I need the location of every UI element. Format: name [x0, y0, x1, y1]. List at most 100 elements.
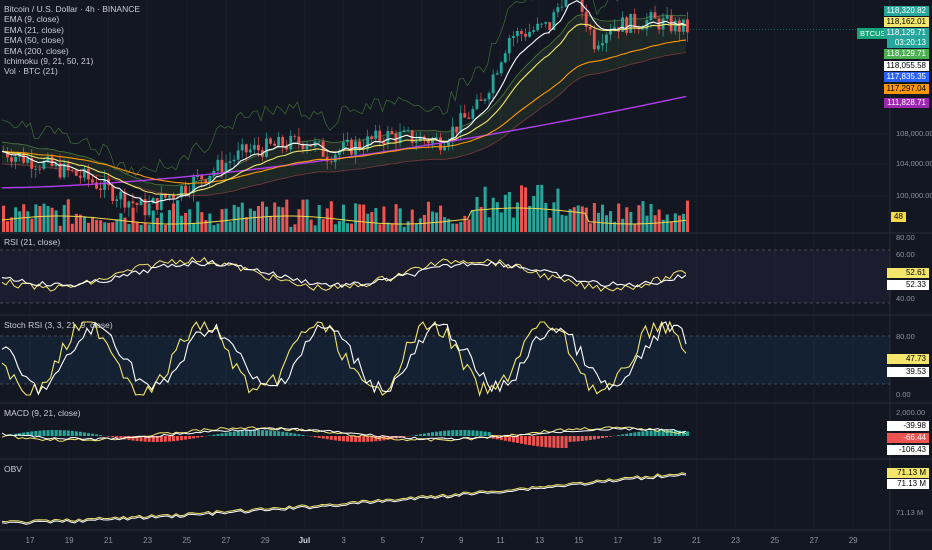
- macd-tick: 2,000.00: [896, 408, 926, 417]
- volume-bar: [54, 210, 58, 232]
- volume-bar: [613, 221, 617, 232]
- candle-body: [609, 30, 612, 35]
- macd-histogram-bar: [653, 430, 657, 436]
- volume-bar: [588, 223, 592, 232]
- volume-bar: [681, 213, 685, 232]
- macd-histogram-bar: [483, 431, 487, 436]
- stoch-d-line: [1, 321, 687, 396]
- macd-histogram-bar: [232, 431, 236, 436]
- volume-bar: [70, 223, 74, 232]
- candle-body: [552, 12, 556, 30]
- candle-body: [511, 36, 515, 38]
- candle-body: [435, 137, 438, 139]
- volume-bar: [123, 217, 127, 232]
- ema9-line: [1, 0, 687, 204]
- volume-bar: [528, 205, 532, 232]
- macd-histogram-bar: [82, 432, 86, 436]
- macd-histogram-bar: [337, 436, 341, 441]
- macd-histogram-bar: [556, 436, 560, 448]
- obv-title[interactable]: OBV: [4, 464, 22, 474]
- volume-bar: [252, 210, 256, 232]
- volume-bar: [192, 222, 196, 232]
- legend-ema21[interactable]: EMA (21, close): [4, 24, 64, 35]
- macd-histogram-bar: [354, 436, 358, 442]
- ema-lines: [1, 0, 687, 204]
- obv-pane[interactable]: [1, 472, 687, 525]
- chart-title[interactable]: Bitcoin / U.S. Dollar · 4h · BINANCE: [4, 4, 141, 14]
- volume-bar: [95, 219, 99, 232]
- macd-histogram-bar: [62, 430, 66, 436]
- volume-bar: [503, 194, 507, 232]
- volume-bar: [244, 217, 248, 232]
- volume-bar: [657, 209, 661, 232]
- macd-histogram-bar: [657, 430, 661, 436]
- volume-bar: [167, 210, 171, 232]
- price-badge: 118,320.82: [883, 6, 929, 16]
- candle-body: [220, 159, 224, 173]
- volume-bar: [524, 187, 528, 232]
- volume-bar: [685, 200, 689, 232]
- candle-body: [370, 136, 374, 139]
- candle-body: [414, 141, 418, 143]
- ema50-line: [1, 39, 687, 185]
- macd-histogram-bar: [661, 430, 665, 436]
- macd-histogram-bar: [520, 436, 524, 444]
- candle-body: [665, 15, 669, 19]
- price-badge: 118,055.58: [883, 61, 929, 71]
- macd-histogram-bar: [341, 436, 345, 442]
- price-candles[interactable]: [1, 0, 890, 222]
- volume-bar: [366, 213, 370, 232]
- rsi-title[interactable]: RSI (21, close): [4, 237, 61, 247]
- volume-bar: [333, 224, 337, 232]
- volume-bar: [354, 203, 358, 232]
- macd-histogram-bar: [244, 430, 248, 436]
- macd-histogram-bar: [402, 436, 406, 438]
- price-tick: 100,000.00: [896, 191, 932, 200]
- macd-pane[interactable]: [1, 426, 689, 448]
- stoch-badge: 39.53: [887, 367, 929, 377]
- candle-body: [366, 136, 370, 150]
- volume-bar: [46, 206, 50, 232]
- macd-histogram-bar: [479, 431, 483, 436]
- candle-body: [341, 142, 345, 151]
- legend-ichimoku[interactable]: Ichimoku (9, 21, 50, 21): [4, 55, 94, 66]
- time-tick: 25: [182, 536, 192, 545]
- legend-ema9[interactable]: EMA (9, close): [4, 14, 60, 25]
- rsi-badge: 52.61: [887, 268, 929, 278]
- macd-title[interactable]: MACD (9, 21, close): [4, 408, 81, 418]
- macd-histogram-bar: [95, 434, 99, 436]
- volume-bar: [91, 216, 95, 232]
- volume-bar: [511, 217, 515, 232]
- time-tick: 27: [221, 536, 231, 545]
- candle-body: [426, 139, 430, 144]
- volume-bar: [50, 207, 54, 232]
- rsi-tick: 60.00: [896, 250, 915, 259]
- volume-bar: [305, 199, 309, 232]
- volume-bar: [362, 204, 366, 232]
- candle-body: [564, 0, 568, 7]
- macd-histogram-bar: [188, 436, 192, 440]
- rsi-tick: 40.00: [896, 294, 915, 303]
- time-tick: 9: [458, 536, 464, 545]
- legend-volume[interactable]: Vol · BTC (21): [4, 66, 58, 77]
- macd-histogram-bar: [236, 431, 240, 436]
- macd-histogram-bar: [669, 430, 673, 436]
- rsi-pane[interactable]: [0, 249, 890, 304]
- stoch-badge: 47.73: [887, 354, 929, 364]
- volume-bar: [74, 213, 78, 232]
- legend-ema50[interactable]: EMA (50, close): [4, 35, 64, 46]
- rsi-badge: 52.33: [887, 280, 929, 290]
- candle-body: [382, 141, 386, 144]
- candle-body: [236, 150, 240, 160]
- volume-bar: [649, 203, 653, 232]
- volume-bar: [341, 204, 345, 232]
- volume-bar: [313, 225, 317, 232]
- rsi-signal-line: [1, 259, 687, 288]
- stoch-title[interactable]: Stoch RSI (3, 3, 21, 9, close): [4, 320, 113, 330]
- time-tick: 23: [731, 536, 741, 545]
- legend-ema200[interactable]: EMA (200, close): [4, 45, 69, 56]
- volume-bar: [232, 204, 236, 232]
- stoch-rsi-pane[interactable]: [0, 320, 890, 397]
- candle-body: [58, 163, 62, 178]
